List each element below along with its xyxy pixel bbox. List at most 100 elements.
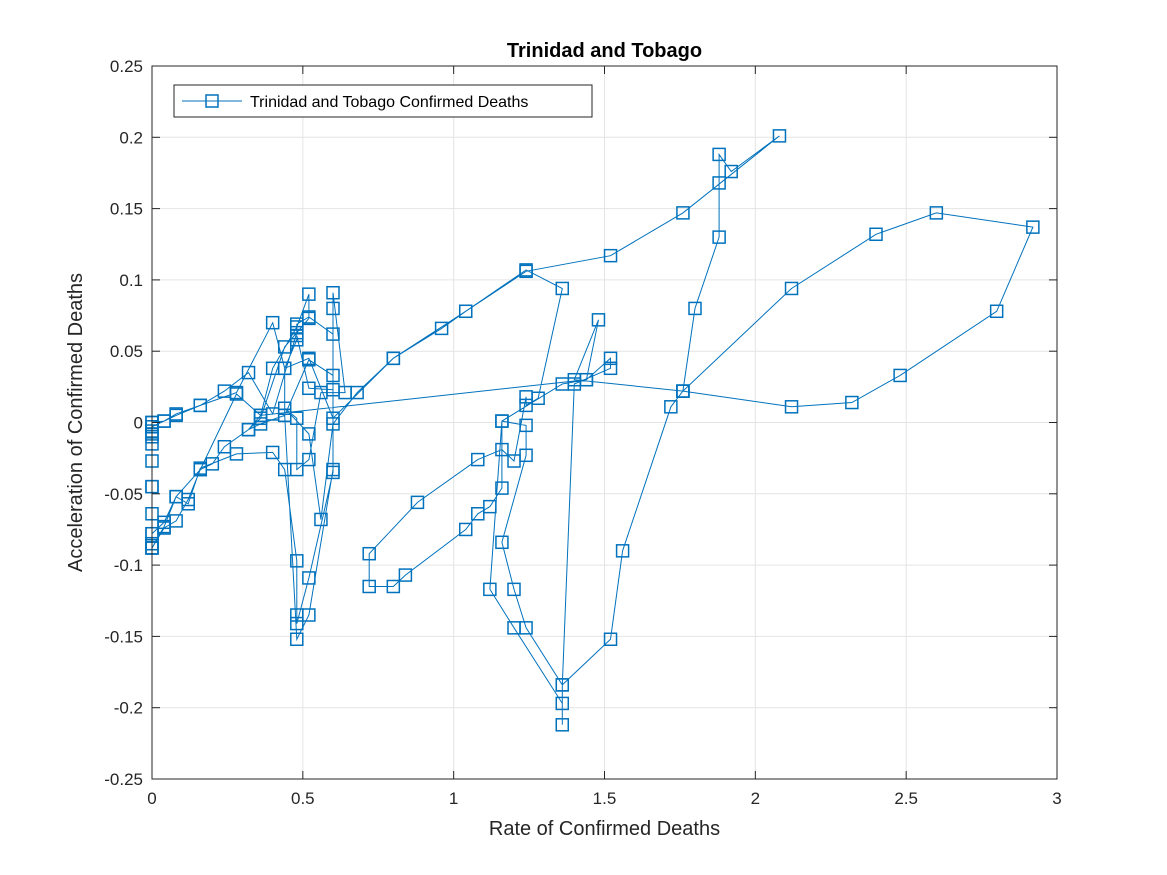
data-point-marker: [434, 321, 449, 336]
data-point-marker: [290, 616, 304, 631]
y-tick-label: -0.15: [104, 627, 143, 646]
data-point-marker: [676, 206, 690, 220]
data-point-marker: [676, 384, 690, 398]
data-point-marker: [386, 579, 401, 594]
y-tick-label: 0.1: [119, 271, 143, 290]
data-point-marker: [217, 439, 232, 454]
data-point-marker: [277, 340, 292, 354]
data-point-marker: [567, 372, 582, 387]
data-point-marker: [290, 325, 304, 340]
series-line: [151, 135, 1034, 725]
data-point-marker: [302, 310, 316, 324]
y-tick-label: 0: [134, 414, 143, 433]
data-point-marker: [519, 264, 533, 279]
data-point-marker: [302, 571, 316, 585]
data-point-marker: [712, 176, 726, 190]
data-point-marker: [290, 554, 304, 568]
data-point-marker: [784, 400, 799, 414]
y-tick-label: 0.15: [110, 200, 143, 219]
data-point-marker: [253, 417, 268, 431]
data-point-marker: [495, 442, 509, 457]
data-point-marker: [458, 304, 473, 319]
data-point-marker: [555, 281, 570, 296]
data-point-marker: [169, 489, 183, 504]
data-point-marker: [277, 361, 292, 376]
data-point-marker: [326, 462, 340, 477]
y-axis-ticks: -0.25 -0.2 -0.15 -0.1 -0.05 0 0.05 0.1 0.15 0.2 0.…: [104, 57, 1057, 789]
y-tick-label: 0.2: [119, 128, 143, 147]
data-point-marker: [386, 351, 401, 366]
data-point-marker: [326, 368, 340, 383]
data-point-marker: [712, 147, 726, 162]
data-point-marker: [229, 387, 244, 401]
data-point-marker: [929, 206, 944, 220]
data-point-marker: [398, 568, 413, 582]
data-point-marker: [893, 368, 907, 383]
data-point-marker: [495, 481, 509, 495]
data-point-marker: [265, 445, 280, 460]
data-point-marker: [519, 448, 533, 463]
data-point-marker: [603, 361, 618, 376]
legend-entry: Trinidad and Tobago Confirmed Deaths: [250, 94, 528, 111]
data-point-marker: [302, 452, 316, 467]
y-axis-label: Acceleration of Confirmed Deaths: [65, 273, 87, 572]
data-point-marker: [302, 287, 316, 301]
y-tick-label: 0.05: [110, 342, 143, 361]
data-point-marker: [302, 427, 316, 441]
data-point-marker: [845, 395, 859, 410]
data-point-marker: [290, 333, 304, 347]
data-point-marker: [326, 327, 340, 341]
data-point-marker: [326, 301, 340, 316]
data-point-marker: [591, 313, 606, 327]
data-point-marker: [241, 365, 256, 380]
data-point-marker: [483, 582, 497, 597]
data-point-marker: [688, 301, 702, 316]
data-point-marker: [362, 546, 376, 561]
data-point-marker: [555, 696, 570, 711]
data-point-marker: [603, 248, 618, 263]
x-axis-ticks: 0 0.5 1 1.5 2 2.5 3: [147, 66, 1062, 808]
series-layer: [145, 129, 1040, 732]
x-tick-label: 1.5: [593, 789, 617, 808]
y-tick-label: -0.05: [104, 485, 143, 504]
data-point-marker: [603, 351, 618, 366]
data-point-marker: [555, 678, 570, 692]
data-point-marker: [326, 411, 340, 425]
data-point-marker: [265, 315, 280, 330]
data-point-marker: [495, 414, 509, 428]
data-point-marker: [869, 227, 883, 242]
x-tick-label: 2.5: [894, 789, 918, 808]
y-tick-label: 0.25: [110, 57, 143, 76]
data-point-marker: [362, 579, 376, 594]
data-point-marker: [519, 398, 533, 413]
data-point-marker: [458, 522, 473, 537]
x-tick-label: 0.5: [291, 789, 315, 808]
data-point-marker: [1026, 220, 1040, 234]
data-point-marker: [555, 718, 570, 732]
data-point-marker: [483, 499, 497, 514]
data-point-marker: [326, 285, 340, 300]
data-point-marker: [664, 400, 678, 414]
data-point-marker: [253, 408, 268, 423]
x-tick-label: 3: [1052, 789, 1061, 808]
data-point-marker: [181, 497, 195, 511]
data-point-marker: [193, 462, 208, 477]
legend-square-marker: [205, 94, 219, 108]
grid: [151, 65, 1058, 780]
y-tick-label: -0.2: [114, 699, 143, 718]
data-point-marker: [603, 632, 618, 647]
data-point-marker: [772, 129, 787, 143]
data-point-marker: [507, 582, 521, 597]
x-tick-label: 1: [449, 789, 458, 808]
data-point-marker: [290, 462, 304, 477]
legend-box: [173, 84, 593, 118]
data-point-marker: [410, 495, 425, 510]
data-point-marker: [229, 447, 244, 461]
data-point-marker: [302, 608, 316, 622]
data-point-marker: [314, 385, 328, 400]
data-point-marker: [350, 385, 364, 400]
data-point-marker: [290, 632, 304, 647]
data-point-marker: [471, 507, 485, 521]
data-point-marker: [615, 544, 630, 558]
data-point-marker: [507, 621, 521, 635]
